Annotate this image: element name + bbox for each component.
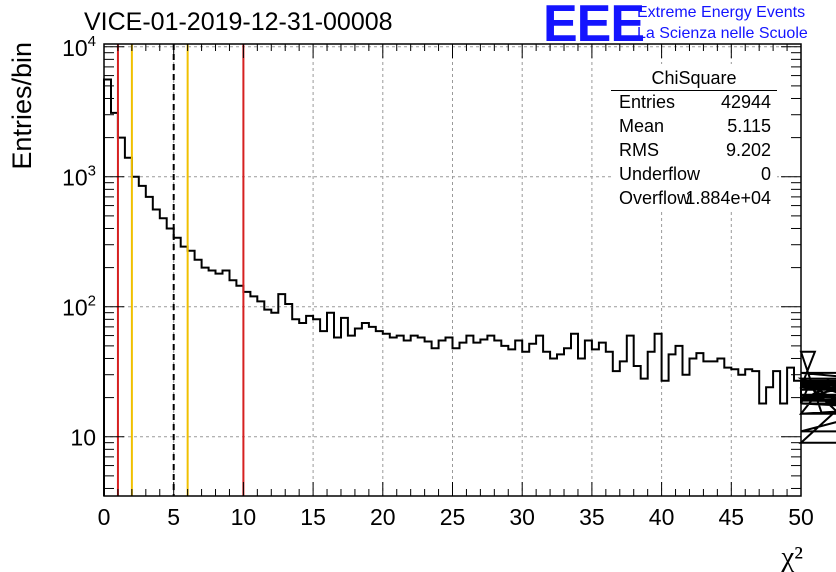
y-tick-exponent: 2: [88, 293, 96, 310]
stat-key: Mean: [619, 116, 665, 136]
x-tick-label: 45: [719, 504, 745, 530]
x-tick-label: 30: [509, 504, 535, 530]
stat-key: Underflow: [619, 164, 701, 184]
y-tick-mantissa: 10: [70, 425, 96, 451]
stat-value: 42944: [720, 92, 771, 112]
y-tick-label: 102: [62, 293, 96, 321]
x-tick-label: 25: [440, 504, 466, 530]
eee-logo: EEE: [543, 0, 645, 53]
y-tick-label: 10: [70, 425, 96, 451]
stat-key: Entries: [619, 92, 676, 112]
stat-row-underflow: Underflow 0: [619, 164, 771, 188]
y-tick-exponent: 3: [88, 163, 96, 180]
stat-row-entries: Entries 42944: [619, 92, 771, 116]
stats-divider: [611, 90, 777, 91]
logo-line-2: La Scienza nelle Scuole: [637, 25, 808, 42]
y-tick-mantissa: 10: [62, 295, 88, 321]
x-tick-label: 40: [649, 504, 675, 530]
y-tick-label: 103: [62, 163, 96, 191]
x-tick-label: 50: [788, 504, 814, 530]
y-axis-label: Entries/bin: [7, 42, 37, 170]
x-tick-label: 20: [370, 504, 396, 530]
x-tick-label: 5: [167, 504, 180, 530]
stat-row-mean: Mean 5.115: [619, 116, 771, 140]
y-tick-mantissa: 10: [62, 165, 88, 191]
stat-value: 5.115: [727, 116, 771, 136]
x-tick-label: 35: [579, 504, 605, 530]
y-tick-label: 104: [62, 33, 96, 61]
stat-key: Overflow: [619, 188, 691, 208]
x-tick-label: 0: [98, 504, 111, 530]
y-tick-mantissa: 10: [62, 35, 88, 61]
stat-row-rms: RMS 9.202: [619, 140, 771, 164]
stat-value: 9.202: [725, 140, 771, 160]
stats-box: ChiSquare Entries 42944 Mean 5.115 RMS 9…: [611, 64, 777, 210]
x-axis-label: χ²: [780, 541, 803, 572]
plot-title: VICE-01-2019-12-31-00008: [84, 8, 393, 36]
logo-line-1: Extreme Energy Events: [637, 4, 806, 21]
stat-key: RMS: [619, 140, 659, 160]
y-tick-exponent: 4: [88, 33, 96, 50]
stat-value: 0: [760, 164, 771, 184]
x-tick-label: 10: [231, 504, 257, 530]
stat-row-overflow: Overflow 1.884e+04: [619, 188, 771, 212]
x-tick-label: 15: [300, 504, 326, 530]
stats-title: ChiSquare: [651, 68, 737, 88]
stat-value: 1.884e+04: [685, 188, 771, 208]
